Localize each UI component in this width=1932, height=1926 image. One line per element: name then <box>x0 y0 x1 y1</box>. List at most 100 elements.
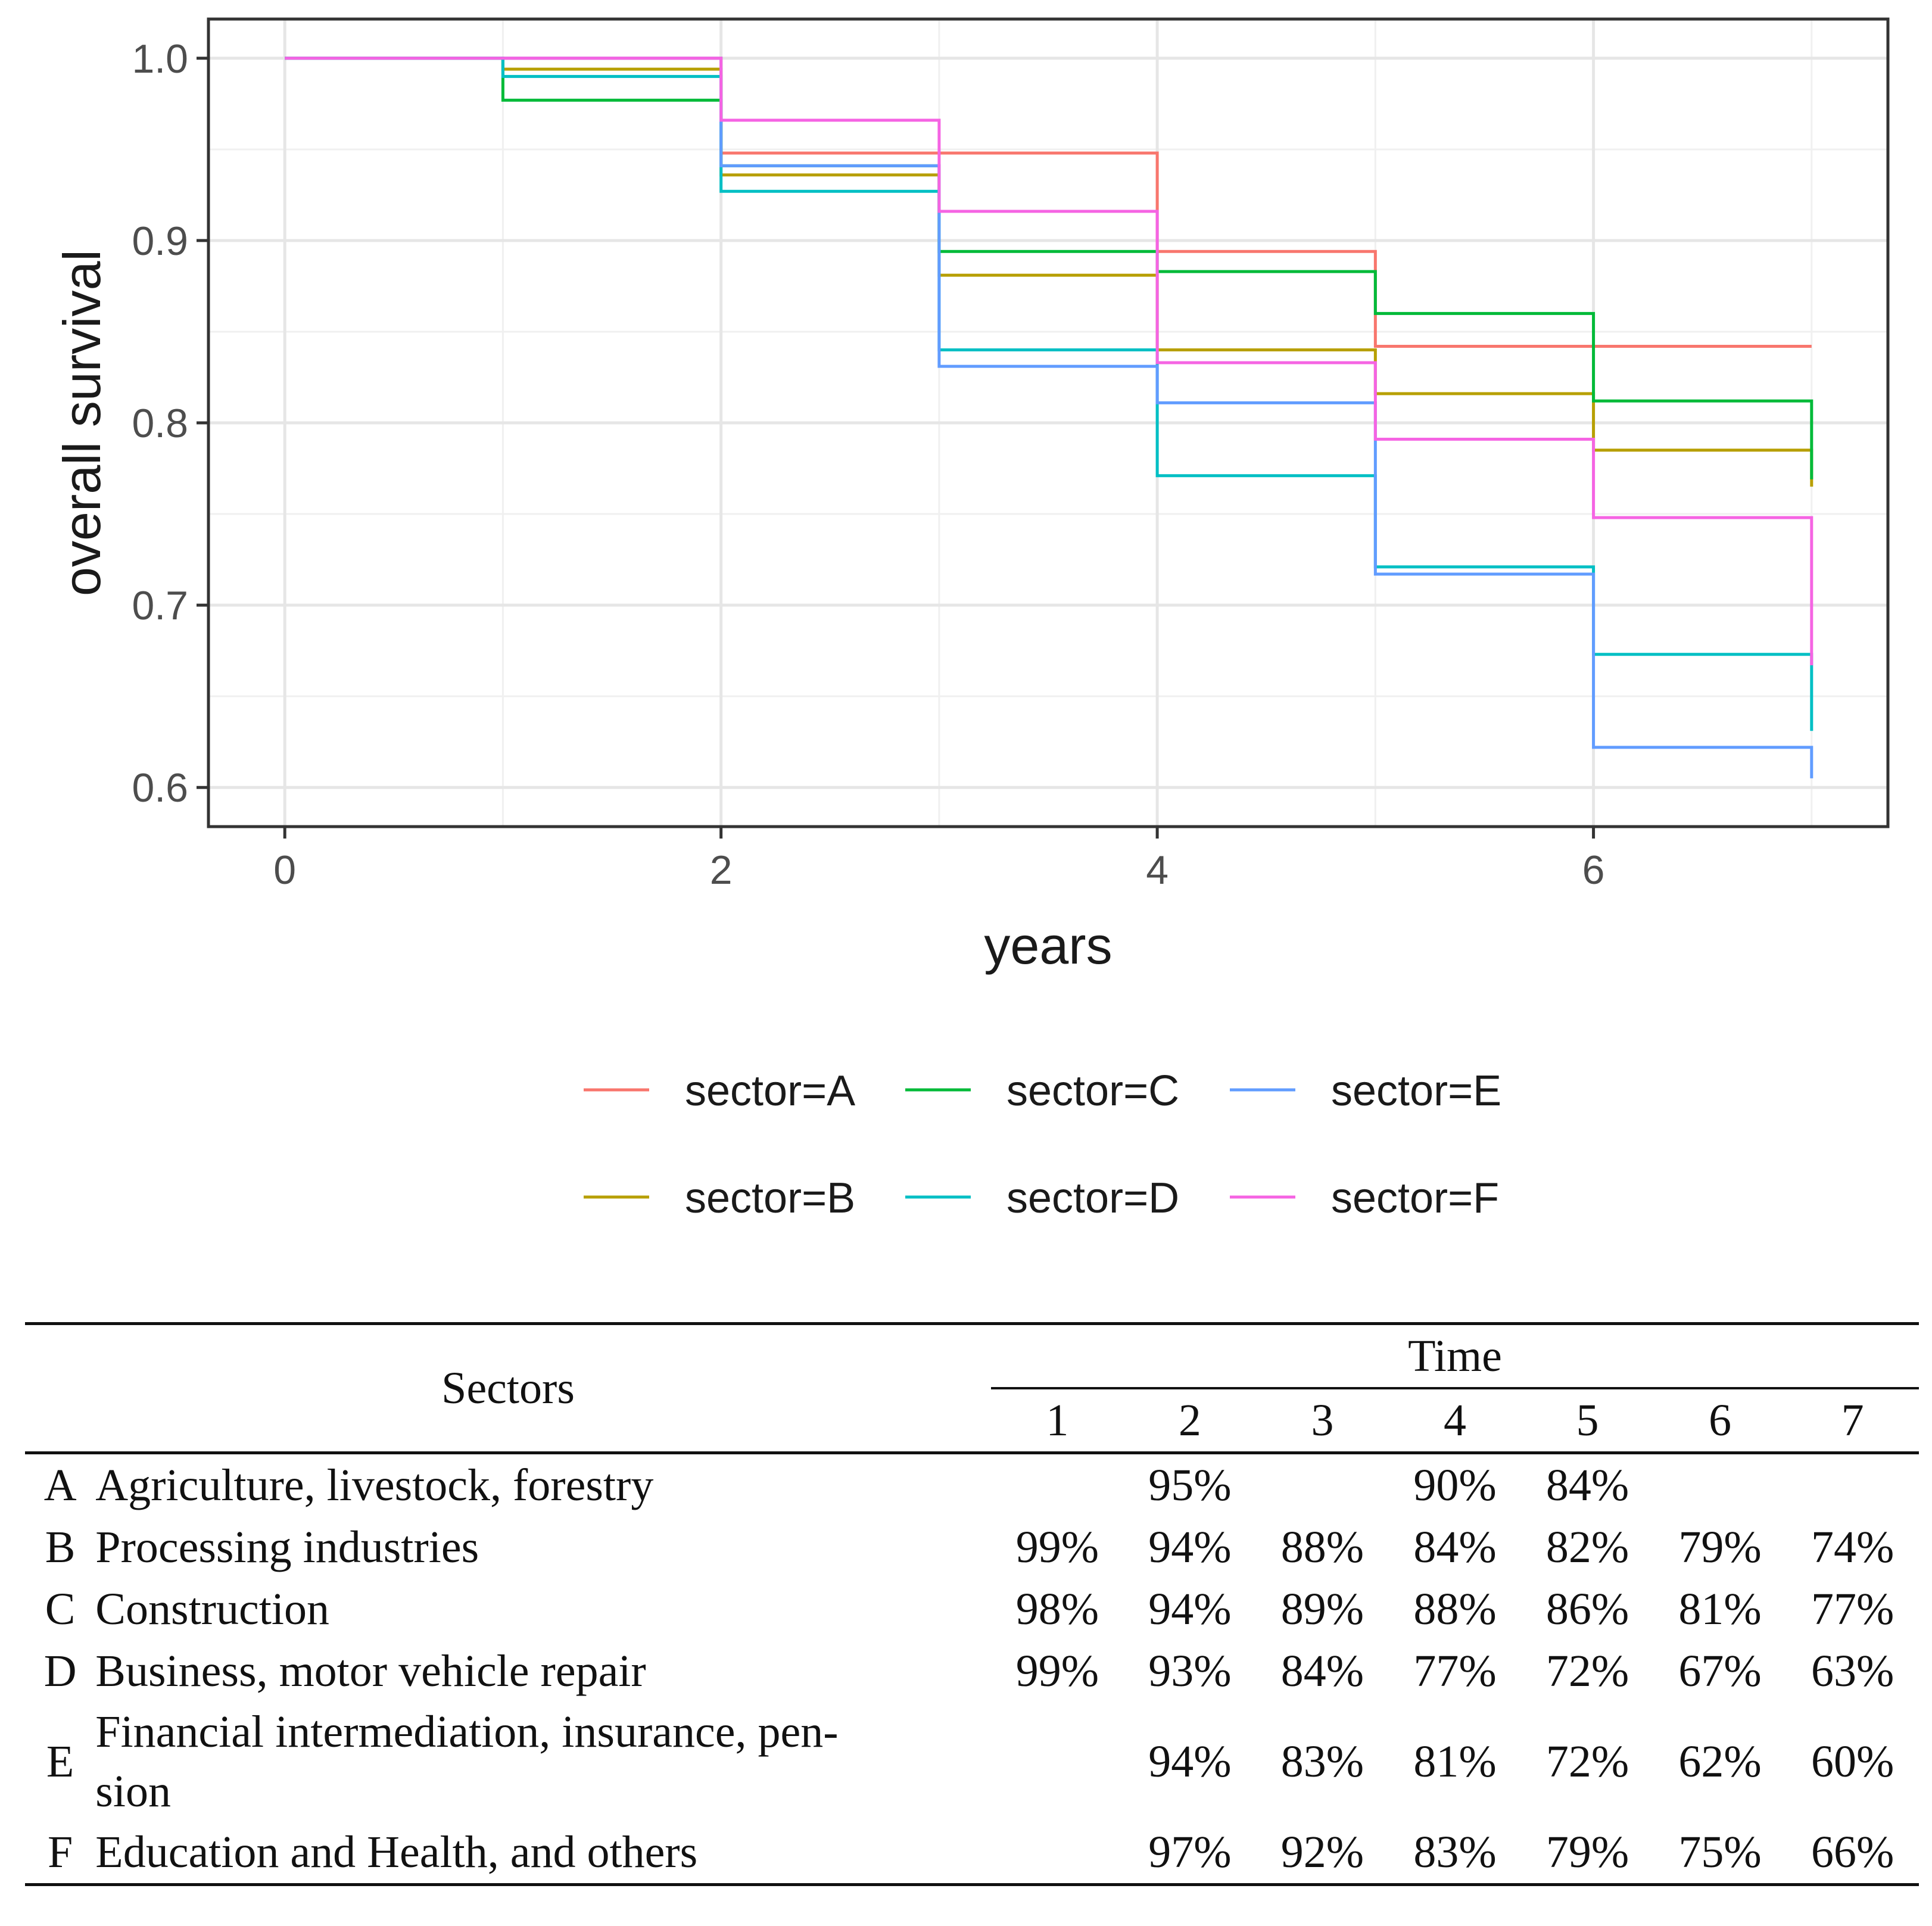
survival-value-cell: 95% <box>1148 1460 1232 1510</box>
series-line-sector-F <box>285 57 1813 666</box>
x-axis-title: years <box>984 916 1112 975</box>
survival-value-cell <box>1654 1453 1787 1517</box>
series-line-sector-E <box>285 57 1813 778</box>
survival-value-cell: 79% <box>1678 1522 1762 1572</box>
y-tick-label: 0.8 <box>132 401 188 446</box>
time-column-header: 4 <box>1388 1388 1522 1454</box>
sector-code: A <box>43 1460 77 1510</box>
survival-value-cell: 74% <box>1811 1522 1894 1572</box>
series-line-sector-C <box>285 57 1813 479</box>
time-column-header: 5 <box>1521 1388 1654 1454</box>
legend: sector=A sector=B sector=C sector=D sector=E… <box>584 1067 1501 1222</box>
survival-value-cell: 86% <box>1545 1584 1629 1634</box>
survival-value-cell: 88% <box>1413 1584 1497 1634</box>
survival-value-cell: 79% <box>1521 1821 1654 1886</box>
series-lines <box>285 57 1813 778</box>
survival-value-cell: 88% <box>1280 1522 1364 1572</box>
x-tick-label: 4 <box>1146 847 1168 893</box>
survival-value-cell: 72% <box>1545 1646 1629 1696</box>
survival-value-cell: 94% <box>1148 1522 1232 1572</box>
x-axis-ticks: 0 2 4 6 <box>273 827 1604 893</box>
x-tick-label: 2 <box>710 847 733 893</box>
survival-value-cell: 84% <box>1413 1522 1497 1572</box>
survival-value-cell: 90% <box>1413 1460 1497 1510</box>
sector-name: Processing industries <box>95 1522 479 1572</box>
sector-code: C <box>45 1584 76 1634</box>
table-row: F Education and Health, and others 97% 92% 8… <box>25 1821 1919 1886</box>
time-column-header: 3 <box>1256 1388 1389 1454</box>
survival-value-cell <box>1786 1453 1919 1517</box>
survival-value-cell: 75% <box>1653 1821 1787 1886</box>
survival-value-cell: 98% <box>1015 1584 1099 1634</box>
survival-value-cell: 63% <box>1811 1646 1894 1696</box>
survival-value-cell: 62% <box>1678 1737 1762 1787</box>
sector-code: E <box>46 1737 74 1787</box>
table-header-row-1: Sectors Time <box>25 1322 1919 1454</box>
legend-label-sector-B: sector=B <box>685 1174 855 1222</box>
survival-value-cell: 81% <box>1413 1737 1497 1787</box>
survival-value-cell: 97% <box>1123 1821 1257 1886</box>
table-row: D Business, motor vehicle repair 99% 93% 84%… <box>25 1640 1919 1702</box>
legend-label-sector-D: sector=D <box>1006 1174 1179 1222</box>
grid <box>208 19 1888 827</box>
survival-value-cell: 99% <box>1015 1522 1099 1572</box>
survival-value-cell: 99% <box>1015 1646 1099 1696</box>
time-header: Time <box>991 1322 1919 1389</box>
sector-code: F <box>25 1821 96 1886</box>
survival-value-cell: 94% <box>1148 1584 1232 1634</box>
legend-label-sector-C: sector=C <box>1006 1067 1179 1115</box>
survival-value-cell <box>991 1453 1124 1517</box>
survival-chart: 0 2 4 6 0.6 0.7 0.8 0.9 1.0 years overall survi… <box>52 17 1890 1222</box>
time-column-header: 2 <box>1123 1388 1257 1454</box>
y-axis-title: overall survival <box>52 250 111 596</box>
legend-label-sector-F: sector=F <box>1331 1174 1499 1222</box>
survival-value-cell: 82% <box>1545 1522 1629 1572</box>
survival-value-cell <box>991 1702 1124 1821</box>
sector-code: D <box>43 1646 77 1696</box>
time-column-header: 7 <box>1786 1388 1919 1454</box>
survival-value-cell: 84% <box>1545 1460 1629 1510</box>
table-row: C Construction 98% 94% 89% 88% 86% 81% 77% <box>25 1578 1919 1640</box>
survival-value-cell: 92% <box>1256 1821 1389 1886</box>
table-body: A Agriculture, livestock, forestry 95% 90% 8… <box>25 1453 1919 1886</box>
legend-label-sector-A: sector=A <box>685 1067 855 1115</box>
time-column-header: 6 <box>1653 1388 1787 1454</box>
table-row: A Agriculture, livestock, forestry 95% 90% 8… <box>25 1453 1919 1517</box>
legend-label-sector-E: sector=E <box>1331 1067 1501 1115</box>
y-axis-ticks: 0.6 0.7 0.8 0.9 1.0 <box>132 36 208 811</box>
table-row: B Processing industries 99% 94% 88% 84% 82% 79%… <box>25 1516 1919 1578</box>
survival-value-cell: 83% <box>1388 1821 1522 1886</box>
survival-value-cell: 94% <box>1148 1737 1232 1787</box>
time-column-header: 1 <box>991 1388 1124 1454</box>
survival-value-cell: 72% <box>1545 1737 1629 1787</box>
survival-value-cell <box>991 1821 1124 1886</box>
survival-value-cell: 93% <box>1148 1646 1232 1696</box>
table-row: E Financial intermediation, insurance, pe… <box>25 1702 1919 1821</box>
survival-value-cell: 66% <box>1786 1821 1919 1886</box>
survival-value-cell: 67% <box>1678 1646 1762 1696</box>
survival-value-cell: 84% <box>1280 1646 1364 1696</box>
survival-value-cell <box>1256 1453 1389 1517</box>
sectors-header: Sectors <box>25 1322 992 1454</box>
survival-value-cell: 77% <box>1413 1646 1497 1696</box>
sector-name: Construction <box>95 1584 329 1634</box>
y-tick-label: 0.7 <box>132 583 188 628</box>
sector-name-line: sion <box>95 1766 171 1816</box>
sector-name: Business, motor vehicle repair <box>95 1646 646 1696</box>
sector-name-line: Financial intermediation, insurance, pen… <box>95 1707 839 1757</box>
x-tick-label: 6 <box>1582 847 1605 893</box>
y-tick-label: 1.0 <box>132 36 188 82</box>
sector-code: B <box>45 1522 76 1572</box>
y-tick-label: 0.6 <box>132 765 188 811</box>
sector-name: Financial intermediation, insurance, pen… <box>95 1702 991 1821</box>
x-tick-label: 0 <box>273 847 296 893</box>
survival-value-cell: 60% <box>1811 1737 1894 1787</box>
y-tick-label: 0.9 <box>132 219 188 264</box>
survival-value-cell: 81% <box>1678 1584 1762 1634</box>
survival-value-cell: 77% <box>1811 1584 1894 1634</box>
survival-value-cell: 83% <box>1280 1737 1364 1787</box>
sector-name: Education and Health, and others <box>95 1821 992 1886</box>
